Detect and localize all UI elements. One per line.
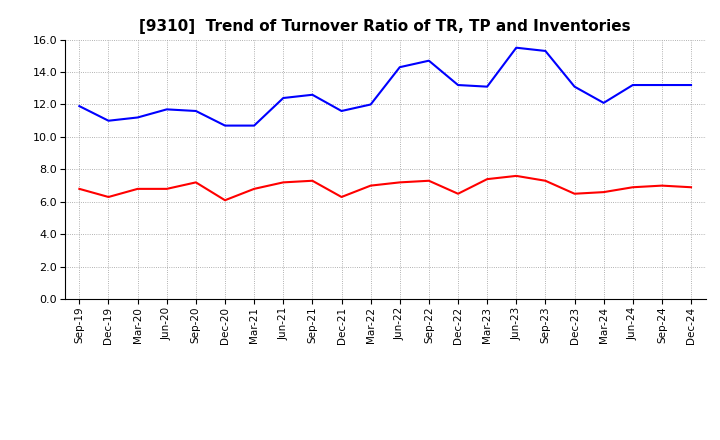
Trade Payables [657, 82, 666, 88]
Trade Receivables [220, 198, 229, 203]
Trade Receivables [425, 178, 433, 183]
Trade Receivables [687, 185, 696, 190]
Title: [9310]  Trend of Turnover Ratio of TR, TP and Inventories: [9310] Trend of Turnover Ratio of TR, TP… [140, 19, 631, 34]
Trade Payables [308, 92, 317, 97]
Trade Payables [599, 100, 608, 106]
Trade Payables [192, 108, 200, 114]
Trade Receivables [395, 180, 404, 185]
Trade Receivables [250, 186, 258, 191]
Trade Payables [75, 103, 84, 109]
Trade Payables [133, 115, 142, 120]
Trade Payables [366, 102, 375, 107]
Trade Receivables [163, 186, 171, 191]
Trade Receivables [541, 178, 550, 183]
Line: Trade Receivables: Trade Receivables [79, 176, 691, 200]
Trade Receivables [75, 186, 84, 191]
Trade Receivables [570, 191, 579, 196]
Trade Payables [687, 82, 696, 88]
Trade Payables [395, 65, 404, 70]
Trade Payables [454, 82, 462, 88]
Trade Payables [104, 118, 113, 123]
Trade Receivables [483, 176, 492, 182]
Trade Payables [570, 84, 579, 89]
Trade Payables [629, 82, 637, 88]
Trade Receivables [279, 180, 287, 185]
Trade Receivables [192, 180, 200, 185]
Trade Receivables [308, 178, 317, 183]
Trade Payables [163, 107, 171, 112]
Trade Payables [250, 123, 258, 128]
Trade Payables [483, 84, 492, 89]
Trade Payables [220, 123, 229, 128]
Trade Payables [425, 58, 433, 63]
Trade Receivables [133, 186, 142, 191]
Line: Trade Payables: Trade Payables [79, 48, 691, 125]
Trade Payables [337, 108, 346, 114]
Trade Payables [512, 45, 521, 50]
Trade Receivables [512, 173, 521, 179]
Trade Receivables [337, 194, 346, 200]
Trade Receivables [657, 183, 666, 188]
Trade Payables [279, 95, 287, 101]
Trade Receivables [454, 191, 462, 196]
Trade Receivables [599, 190, 608, 195]
Trade Receivables [366, 183, 375, 188]
Trade Receivables [104, 194, 113, 200]
Trade Payables [541, 48, 550, 54]
Trade Receivables [629, 185, 637, 190]
